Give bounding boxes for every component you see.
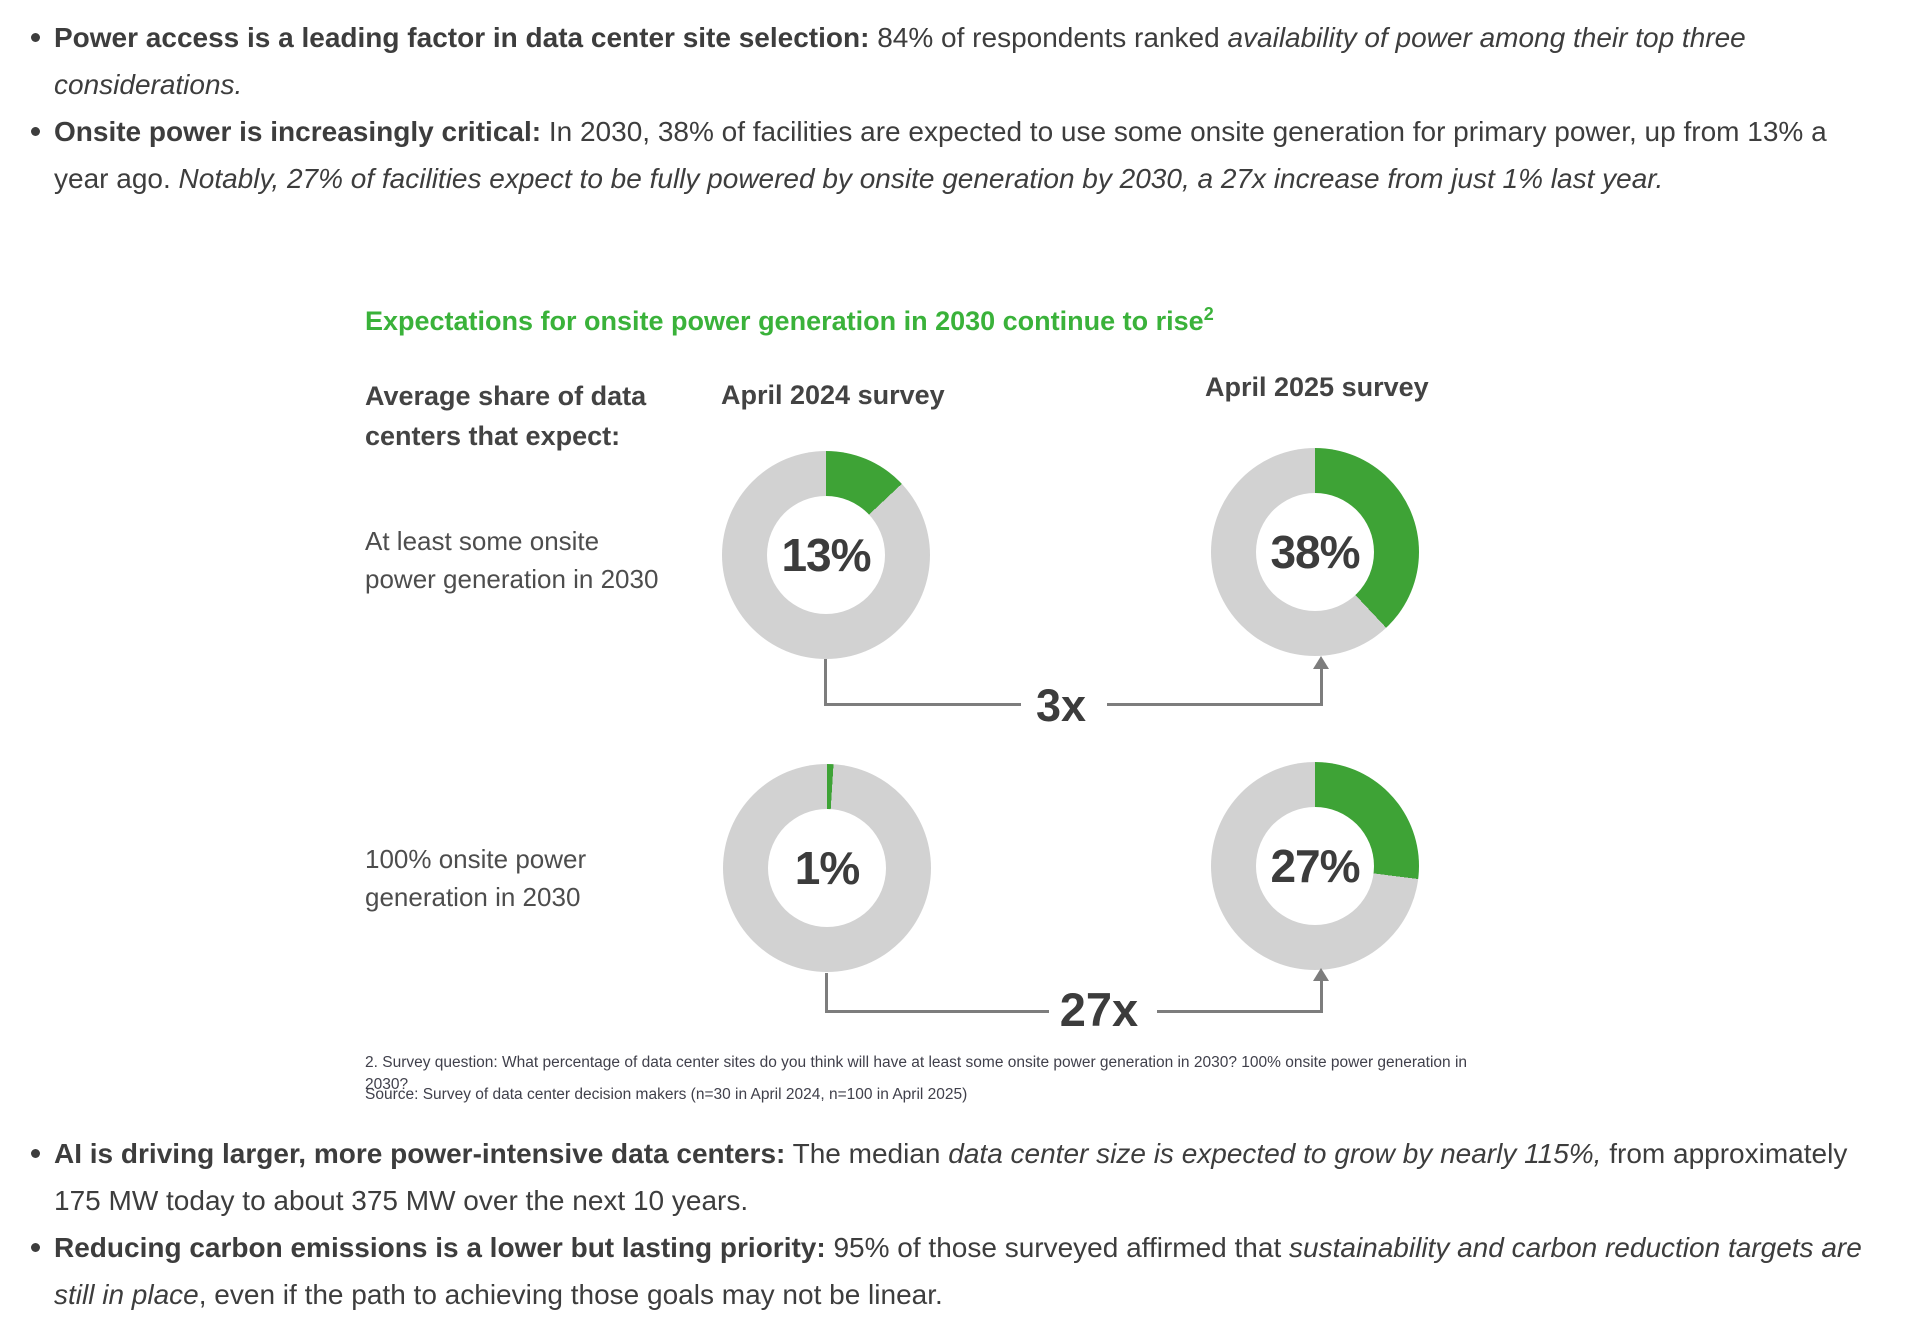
bullet-text: 95% of those surveyed affirmed that — [825, 1232, 1290, 1263]
row-label-100-onsite: 100% onsite power generation in 2030 — [365, 844, 587, 912]
donut-chart-2024-100-onsite: 1% — [723, 764, 931, 972]
donut-value-label: 1% — [794, 842, 860, 894]
column-header-april-2024: April 2024 survey — [721, 380, 945, 410]
arrow-up-icon — [1313, 968, 1329, 981]
bullet-carbon-emissions: Reducing carbon emissions is a lower but… — [31, 1224, 1888, 1318]
connector-line — [825, 973, 828, 1013]
donut-value-label: 13% — [781, 529, 871, 581]
donut-value-label: 38% — [1270, 526, 1360, 578]
bullet-lead: Reducing carbon emissions is a lower but… — [54, 1232, 826, 1263]
chart-axis-label: Average share of data centers that expec… — [365, 381, 647, 451]
connector-line — [824, 703, 1021, 706]
connector-line — [1157, 1010, 1323, 1013]
bullet-lead: Power access is a leading factor in data… — [54, 22, 870, 53]
bullet-italic-text: availability of power among their top th… — [54, 22, 1746, 100]
bullet-italic-text: Notably, 27% of facilities expect to be … — [178, 163, 1664, 194]
donut-chart-2025-some-onsite: 38% — [1211, 448, 1419, 656]
connector-line — [1320, 668, 1323, 706]
footnote-source: Source: Survey of data center decision m… — [365, 1086, 968, 1103]
donut-chart-2025-100-onsite: 27% — [1211, 762, 1419, 970]
chart-title: Expectations for onsite power generation… — [365, 304, 1214, 337]
donut-value-label: 27% — [1270, 840, 1360, 892]
bullet-lead: Onsite power is increasingly critical: — [54, 116, 542, 147]
connector-line — [825, 1010, 1049, 1013]
chart-title-footnote-marker: 2 — [1203, 304, 1214, 324]
connector-line — [1107, 703, 1323, 706]
bullet-text: In 2030, 38% of facilities are expected … — [54, 116, 1827, 194]
footnote-survey-question: 2. Survey question: What percentage of d… — [365, 1054, 1468, 1093]
bullet-italic-text: sustainability and carbon reduction targ… — [54, 1232, 1862, 1310]
column-header-april-2025: April 2025 survey — [1205, 372, 1429, 402]
arrow-up-icon — [1313, 656, 1329, 669]
bullet-lead: AI is driving larger, more power-intensi… — [54, 1138, 786, 1169]
bullet-text: , even if the path to achieving those go… — [198, 1279, 943, 1310]
row-label-some-onsite: At least some onsite power generation in… — [365, 526, 659, 594]
chart-title-text: Expectations for onsite power generation… — [365, 306, 1204, 336]
bullet-power-access: Power access is a leading factor in data… — [31, 14, 1888, 108]
connector-line — [824, 659, 827, 706]
bullet-onsite-power: Onsite power is increasingly critical: I… — [31, 108, 1888, 202]
bullet-ai-data-centers: AI is driving larger, more power-intensi… — [31, 1130, 1888, 1224]
donut-chart-2024-some-onsite: 13% — [722, 451, 930, 659]
bullet-text: The median — [785, 1138, 949, 1169]
multiplier-label-27x: 27x — [1059, 983, 1139, 1036]
bullet-text: 84% of respondents ranked — [869, 22, 1228, 53]
onsite-power-figure: Expectations for onsite power generation… — [365, 300, 1490, 1132]
connector-line — [1320, 980, 1323, 1013]
multiplier-label-3x: 3x — [1035, 680, 1087, 731]
bullet-italic-text: data center size is expected to grow by … — [948, 1138, 1602, 1169]
bottom-bullet-list: AI is driving larger, more power-intensi… — [31, 1130, 1888, 1318]
bullet-text: from approximately 175 MW today to about… — [54, 1138, 1848, 1216]
top-bullet-list: Power access is a leading factor in data… — [31, 14, 1888, 202]
